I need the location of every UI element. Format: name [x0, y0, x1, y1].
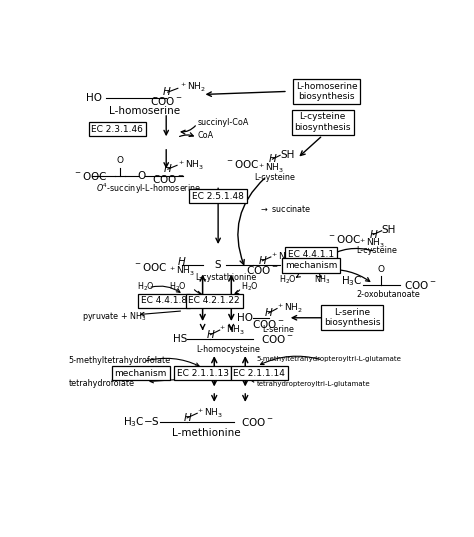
Text: $^+$NH$_3$: $^+$NH$_3$	[218, 323, 245, 337]
Text: H: H	[162, 87, 170, 97]
Text: $^+$NH$_3$: $^+$NH$_3$	[256, 162, 283, 175]
Text: NH$_3$: NH$_3$	[314, 273, 331, 286]
Text: CoA: CoA	[197, 131, 213, 140]
Text: $^-$OOC: $^-$OOC	[225, 158, 259, 170]
Text: mechanism: mechanism	[285, 261, 337, 270]
Text: $^+$NH$_2$: $^+$NH$_2$	[276, 302, 303, 315]
Text: COO$^-$: COO$^-$	[261, 333, 293, 345]
Text: $^+$NH$_2$: $^+$NH$_2$	[179, 81, 206, 94]
Text: EC 4.4.1.8: EC 4.4.1.8	[141, 296, 187, 306]
Text: EC 2.3.1.46: EC 2.3.1.46	[91, 125, 143, 134]
Text: S: S	[215, 260, 221, 271]
Text: O: O	[117, 156, 124, 165]
Text: HO: HO	[237, 313, 253, 323]
Text: EC 4.2.1.22: EC 4.2.1.22	[189, 296, 240, 306]
Text: HS: HS	[173, 335, 187, 344]
Text: SH: SH	[381, 225, 395, 235]
Text: L-homoserine: L-homoserine	[109, 106, 180, 115]
Text: H$_2$O: H$_2$O	[169, 281, 187, 293]
Text: EC 2.5.1.48: EC 2.5.1.48	[192, 192, 244, 201]
Text: EC 2.1.1.13: EC 2.1.1.13	[177, 369, 228, 378]
Text: $O^4$-succinyl-L-homoserine: $O^4$-succinyl-L-homoserine	[96, 181, 201, 195]
Text: 5-methyltetrahydrofolate: 5-methyltetrahydrofolate	[69, 357, 171, 365]
Text: L-cysteine
biosynthesis: L-cysteine biosynthesis	[294, 112, 351, 132]
Text: $^+$NH$_3$: $^+$NH$_3$	[196, 407, 223, 420]
Text: COO$^-$: COO$^-$	[404, 279, 437, 292]
Text: H$_2$O: H$_2$O	[241, 281, 259, 293]
Text: L-cystathionine: L-cystathionine	[195, 273, 256, 282]
Text: L-homoserine
biosynthesis: L-homoserine biosynthesis	[296, 82, 357, 101]
Text: $\rightarrow$ succinate: $\rightarrow$ succinate	[259, 203, 311, 214]
Text: H$_2$O: H$_2$O	[279, 273, 297, 286]
Text: HO: HO	[86, 93, 102, 103]
Text: O: O	[137, 171, 146, 181]
Text: $^-$OOC: $^-$OOC	[73, 170, 108, 182]
Text: $^-$OOC: $^-$OOC	[327, 233, 362, 245]
Text: SH: SH	[280, 149, 294, 159]
Text: succinyl-CoA: succinyl-CoA	[197, 118, 248, 127]
Text: L-serine
biosynthesis: L-serine biosynthesis	[324, 308, 381, 328]
Text: $^+$NH$_3$: $^+$NH$_3$	[168, 265, 195, 278]
Text: H: H	[207, 330, 214, 340]
Text: L-methionine: L-methionine	[172, 429, 241, 438]
Text: H$_2$O: H$_2$O	[137, 281, 155, 293]
Text: H: H	[369, 230, 377, 240]
Text: COO$^-$: COO$^-$	[241, 417, 274, 429]
Text: tetrahydropteroyltri-L-glutamate: tetrahydropteroyltri-L-glutamate	[257, 381, 371, 387]
Text: EC 4.4.1.1: EC 4.4.1.1	[288, 250, 334, 259]
Text: H: H	[178, 257, 186, 267]
Text: H: H	[264, 308, 273, 318]
Text: L-cysteine: L-cysteine	[356, 246, 397, 255]
Text: H: H	[258, 256, 266, 266]
Text: EC 2.1.1.14: EC 2.1.1.14	[233, 369, 285, 378]
Text: COO$^-$: COO$^-$	[152, 173, 184, 185]
Text: COO$^-$: COO$^-$	[150, 95, 182, 107]
Text: $^+$NH$_3$: $^+$NH$_3$	[177, 159, 204, 172]
Text: H: H	[183, 413, 191, 423]
Text: COO$^-$: COO$^-$	[252, 318, 285, 330]
Text: 2-oxobutanoate: 2-oxobutanoate	[357, 290, 420, 299]
Text: pyruvate + NH$_3$: pyruvate + NH$_3$	[82, 310, 147, 323]
Text: O: O	[377, 265, 384, 274]
Text: L-serine: L-serine	[262, 325, 294, 334]
Text: L-cysteine: L-cysteine	[254, 173, 295, 182]
Text: mechanism: mechanism	[114, 369, 167, 378]
Text: H: H	[164, 164, 172, 174]
Text: L-homocysteine: L-homocysteine	[196, 345, 260, 354]
Text: H$_3$C: H$_3$C	[341, 275, 363, 288]
Text: COO$^-$: COO$^-$	[246, 264, 279, 276]
Text: 5-methyltetrahydropteroyltri-L-glutamate: 5-methyltetrahydropteroyltri-L-glutamate	[257, 355, 402, 361]
Text: $^+$NH$_3$: $^+$NH$_3$	[270, 250, 297, 264]
Text: $^-$OOC: $^-$OOC	[133, 261, 168, 273]
Text: tetrahydrofolate: tetrahydrofolate	[69, 379, 135, 388]
Text: H: H	[268, 154, 276, 164]
Text: $^+$NH$_3$: $^+$NH$_3$	[358, 236, 385, 250]
Text: H$_3$C$-$S: H$_3$C$-$S	[123, 416, 160, 430]
